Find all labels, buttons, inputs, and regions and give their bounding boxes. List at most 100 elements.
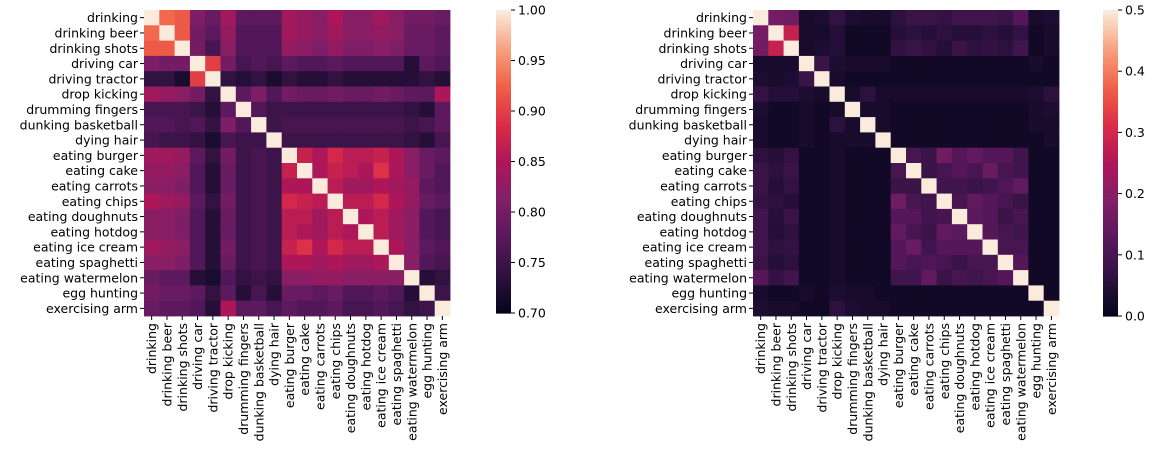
heatmap-cell [235,10,252,26]
heatmap-cell [860,117,876,133]
heatmap-cell [358,224,374,240]
y-tick-label: eating burger [53,148,139,163]
heatmap-cell [951,71,968,87]
colorbar-segment [496,166,511,170]
heatmap-cell [1013,25,1029,41]
colorbar-segment [496,15,511,19]
colorbar-segment [496,47,511,52]
heatmap-cell [1028,101,1045,118]
heatmap-cell [936,25,953,41]
heatmap-cell [388,10,405,26]
heatmap-cell [266,101,283,118]
heatmap-cell [844,55,861,72]
heatmap-cell [982,86,999,103]
heatmap-cell [342,132,359,149]
heatmap-cell [814,86,830,103]
heatmap-cell [281,270,298,286]
heatmap-cell [419,193,436,210]
x-tick-label: driving tractor [814,322,829,412]
colorbar-segment [496,164,511,168]
heatmap-cell [875,178,892,194]
colorbar-segment [1103,157,1118,162]
heatmap-cell [936,86,953,103]
heatmap-cell [388,132,405,149]
heatmap-cell [951,101,968,118]
x-tick-label: egg hunting [420,323,435,399]
heatmap-cell [951,117,968,133]
heatmap-cell [297,25,313,41]
heatmap-cell [159,40,175,57]
colorbar-segment [1103,53,1118,57]
colorbar-segment [496,249,511,254]
heatmap-cell [798,40,815,57]
heatmap-cell [860,25,876,41]
heatmap-cell [783,147,800,164]
heatmap-cell [753,300,769,317]
heatmap-cell [404,117,420,133]
colorbar-segment [496,171,511,175]
colorbar-segment [1103,267,1118,271]
heatmap-cell [327,10,344,26]
heatmap-cell [144,300,160,317]
colorbar-segment [496,300,511,304]
heatmap-cell [205,147,221,164]
heatmap-cell [281,285,298,302]
colorbar-segment [1103,27,1118,31]
heatmap-cell [144,86,160,103]
colorbar-segment [496,25,511,29]
colorbar-segment [1103,295,1118,299]
heatmap-cell [875,117,892,133]
colorbar-segment [496,40,511,44]
colorbar-segment [496,267,511,271]
heatmap-cell [875,25,892,41]
heatmap-cell [1043,285,1060,302]
heatmap-cell [251,86,267,103]
heatmap-cell [1028,86,1045,103]
heatmap-cell [951,163,968,179]
heatmap-cell [890,132,907,149]
heatmap-cell [890,55,907,72]
colorbar-segment [496,68,511,72]
heatmap-cell [281,300,298,317]
colorbar-segment [1103,247,1118,251]
heatmap-cell [982,25,999,41]
heatmap-cell [814,55,830,72]
heatmap-cell [327,178,344,194]
x-tick-label: eating cake [297,323,312,396]
colorbar-segment [1103,20,1118,24]
heatmap-cell [829,239,846,256]
heatmap-cell [205,208,221,225]
heatmap-cell [844,178,861,194]
x-tick-label: dunking basketball [860,323,875,441]
heatmap-cell [921,193,937,210]
heatmap-cell [798,285,815,302]
colorbar-segment [496,158,511,163]
heatmap-cell [906,55,922,72]
colorbar-segment [496,212,511,216]
heatmap-cell [388,25,405,41]
colorbar-segment [1103,163,1118,167]
colorbar-segment [496,98,511,102]
colorbar-segment [1103,94,1118,98]
heatmap-cell [342,300,359,317]
heatmap-cell [419,147,436,164]
heatmap-cell [829,101,846,118]
heatmap-cell [297,132,313,149]
heatmap-cell [251,193,267,210]
heatmap-cell [342,101,359,118]
heatmap-cell [189,71,206,87]
x-tick-label: eating ice cream [983,323,998,428]
colorbar-segment [496,126,511,130]
heatmap-cell [890,270,907,286]
heatmap-cell [936,285,953,302]
heatmap-cell [189,132,206,149]
heatmap-cell [220,300,237,317]
heatmap-cell [342,86,359,103]
colorbar-segment [1103,140,1118,144]
heatmap-cell [829,55,846,72]
heatmap-cell [373,208,390,225]
colorbar-segment [496,52,511,57]
heatmap-cell [419,25,436,41]
heatmap-cell [189,178,206,194]
